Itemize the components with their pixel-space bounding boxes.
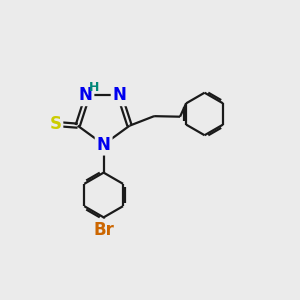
Text: N: N: [97, 136, 111, 154]
Text: N: N: [79, 86, 92, 104]
Text: Br: Br: [93, 220, 114, 238]
Text: H: H: [88, 81, 99, 94]
Text: N: N: [113, 86, 127, 104]
Text: S: S: [49, 115, 61, 133]
